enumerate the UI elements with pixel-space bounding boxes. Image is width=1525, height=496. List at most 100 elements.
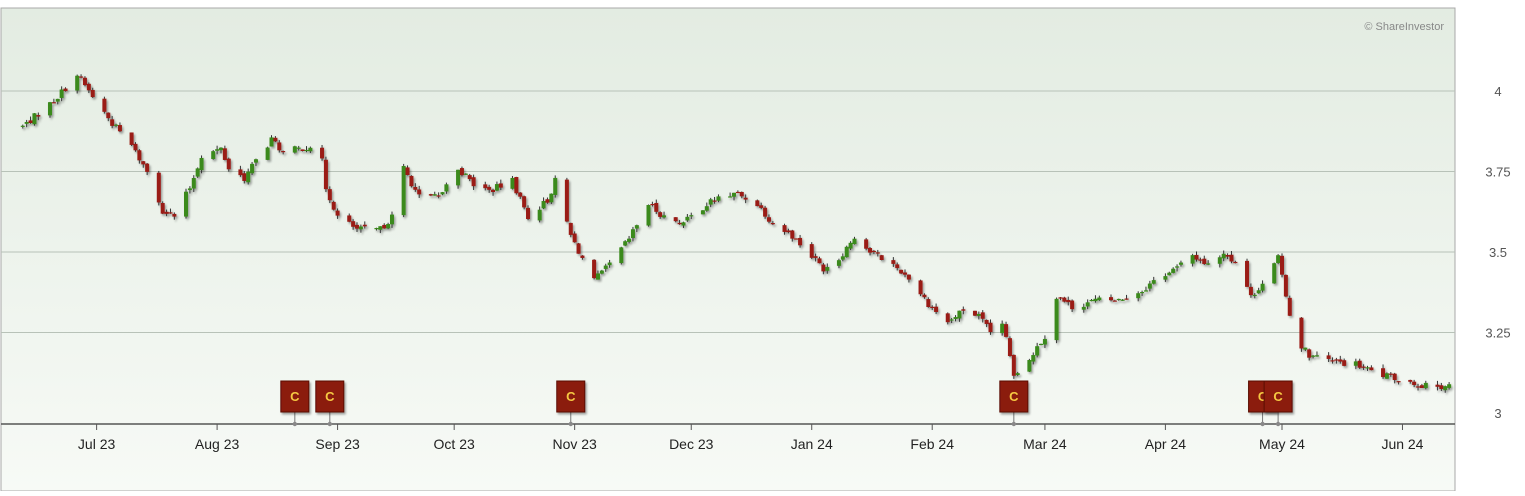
candle <box>374 227 379 231</box>
candle-body-down <box>980 312 985 319</box>
candle <box>836 258 841 269</box>
candle <box>28 116 33 124</box>
candle <box>320 144 325 161</box>
candle <box>700 210 705 215</box>
candle <box>1248 283 1253 298</box>
candle-body-down <box>1004 324 1009 337</box>
candle <box>922 293 927 299</box>
corporate-action-marker[interactable]: C <box>999 380 1029 427</box>
candle-body-up <box>1353 361 1358 366</box>
candle-body-up <box>494 184 499 191</box>
candle <box>1031 352 1036 365</box>
candle <box>957 310 962 322</box>
candle <box>129 132 134 147</box>
candle <box>988 319 993 335</box>
candle <box>483 181 488 191</box>
candle-body-up <box>728 196 733 198</box>
candle-body-up <box>432 194 437 196</box>
candle-body-up <box>1116 298 1121 301</box>
candle-body-down <box>984 319 989 324</box>
candle <box>603 263 608 272</box>
candle <box>273 136 278 143</box>
candle <box>704 202 709 212</box>
candle-body-down <box>471 177 476 187</box>
candle-body-down <box>491 189 496 192</box>
candle <box>572 231 577 243</box>
candle <box>102 96 107 114</box>
corporate-action-marker[interactable]: C <box>1263 380 1293 427</box>
candle <box>755 199 760 207</box>
candle-body-up <box>20 125 25 127</box>
candle <box>821 262 826 275</box>
corporate-action-marker[interactable]: C <box>315 380 345 427</box>
candle <box>242 171 247 184</box>
candle <box>389 211 394 228</box>
candle-body-down <box>428 194 433 196</box>
candle <box>1353 358 1358 370</box>
candle-body-up <box>1384 373 1389 379</box>
candle <box>1054 297 1059 344</box>
candle-body-up <box>1081 306 1086 310</box>
candle <box>355 222 360 233</box>
candle-body-down <box>926 299 931 307</box>
candle <box>36 112 41 121</box>
candle <box>246 168 251 185</box>
candle-body-up <box>623 241 628 246</box>
candle-body-down <box>1369 367 1374 371</box>
candle-body-up <box>187 188 192 191</box>
candle <box>265 146 270 161</box>
candle <box>187 186 192 194</box>
candle-body-down <box>1416 386 1421 388</box>
candle <box>141 160 146 168</box>
x-tick-label: May 24 <box>1259 436 1305 452</box>
candle <box>864 237 869 251</box>
candle-body-down <box>413 186 418 190</box>
candle <box>728 192 733 198</box>
candle <box>1136 291 1141 302</box>
candle <box>689 212 694 220</box>
candle-body-up <box>1097 297 1102 301</box>
candle <box>1330 357 1335 364</box>
candle-body-down <box>277 142 282 151</box>
candle <box>79 74 84 79</box>
corporate-action-marker[interactable]: C <box>556 380 586 427</box>
candle-body-up <box>386 224 391 229</box>
candle <box>782 223 787 235</box>
candle <box>164 209 169 217</box>
candle-body-down <box>763 207 768 217</box>
candle <box>526 205 531 221</box>
candle-body-down <box>1233 261 1238 264</box>
candle-body-down <box>1388 373 1393 375</box>
marker-dot <box>1275 421 1281 427</box>
candle <box>1151 276 1156 285</box>
candle-body-down <box>945 313 950 323</box>
candle <box>817 256 822 264</box>
candle-body-up <box>1031 355 1036 362</box>
marker-label: C <box>1258 389 1268 404</box>
y-tick-label: 4 <box>1494 84 1501 99</box>
candle-body-up <box>1027 360 1032 372</box>
candle <box>32 113 37 126</box>
candle-body-down <box>961 309 966 311</box>
candle-body-down <box>735 191 740 194</box>
candle-body-down <box>712 200 717 202</box>
candle <box>467 173 472 182</box>
candle-body-down <box>273 137 278 142</box>
candle-body-down <box>106 112 111 119</box>
candle <box>106 112 111 122</box>
candle-body-down <box>467 175 472 180</box>
x-tick-label: Jan 24 <box>791 436 833 452</box>
candle-body-down <box>1198 259 1203 261</box>
candle <box>654 199 659 214</box>
candle <box>168 208 173 214</box>
candle <box>432 191 437 196</box>
candle <box>20 124 25 129</box>
corporate-action-marker[interactable]: C <box>280 380 310 427</box>
candle-body-down <box>972 310 977 316</box>
candle <box>1283 274 1288 298</box>
candle-body-down <box>1361 366 1366 368</box>
candle <box>739 191 744 199</box>
x-tick-label: Jun 24 <box>1381 436 1423 452</box>
candle <box>798 234 803 248</box>
